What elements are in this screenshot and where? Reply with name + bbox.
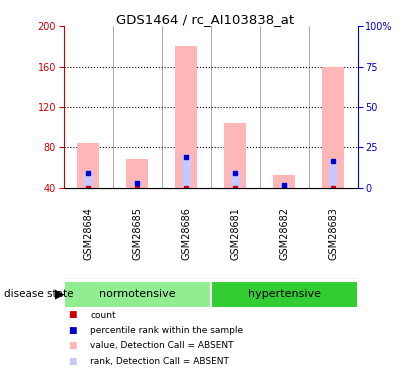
Text: GSM28684: GSM28684 xyxy=(83,207,93,260)
Bar xyxy=(84,171,92,188)
Text: GSM28685: GSM28685 xyxy=(132,207,142,260)
Text: GSM28682: GSM28682 xyxy=(279,207,289,260)
Text: hypertensive: hypertensive xyxy=(247,290,321,299)
Text: ■: ■ xyxy=(68,310,76,320)
Text: ■: ■ xyxy=(68,341,76,350)
Bar xyxy=(322,67,344,188)
Text: ▶: ▶ xyxy=(55,288,65,301)
Text: value, Detection Call = ABSENT: value, Detection Call = ABSENT xyxy=(90,341,234,350)
Text: count: count xyxy=(90,310,116,320)
Bar xyxy=(126,159,148,188)
Bar xyxy=(280,183,289,188)
Bar xyxy=(211,281,358,308)
Text: ■: ■ xyxy=(68,357,76,366)
Text: GSM28681: GSM28681 xyxy=(230,207,240,260)
Text: rank, Detection Call = ABSENT: rank, Detection Call = ABSENT xyxy=(90,357,229,366)
Bar xyxy=(77,143,99,188)
Bar xyxy=(133,182,141,188)
Bar xyxy=(329,159,337,188)
Text: percentile rank within the sample: percentile rank within the sample xyxy=(90,326,244,335)
Bar xyxy=(231,171,240,188)
Bar xyxy=(182,155,191,188)
Text: GSM28686: GSM28686 xyxy=(181,207,191,260)
Text: GDS1464 / rc_AI103838_at: GDS1464 / rc_AI103838_at xyxy=(116,13,295,26)
Bar xyxy=(224,123,246,188)
Text: ■: ■ xyxy=(68,326,76,335)
Text: normotensive: normotensive xyxy=(99,290,175,299)
Bar xyxy=(175,46,197,188)
Bar xyxy=(273,176,295,188)
Text: GSM28683: GSM28683 xyxy=(328,207,338,260)
Text: disease state: disease state xyxy=(4,290,74,299)
Bar xyxy=(64,281,210,308)
